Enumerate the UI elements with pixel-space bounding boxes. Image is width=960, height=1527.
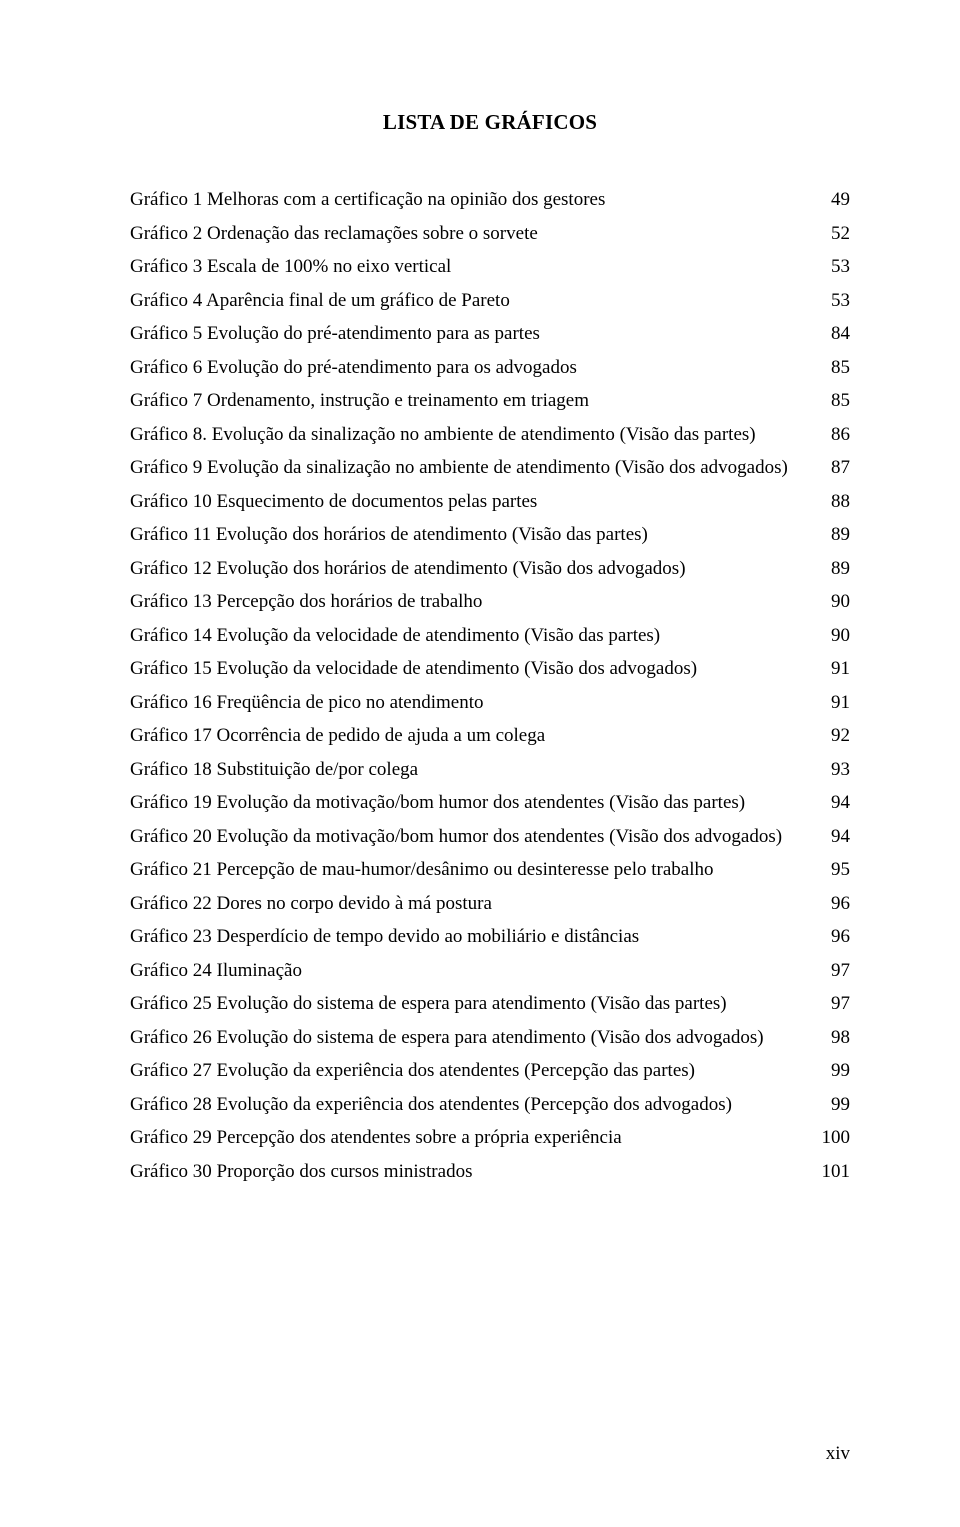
toc-entry-page: 96 <box>831 894 850 913</box>
toc-entry: Gráfico 23 Desperdício de tempo devido a… <box>130 927 850 946</box>
toc-entry: Gráfico 7 Ordenamento, instrução e trein… <box>130 391 850 410</box>
toc-entry: Gráfico 11 Evolução dos horários de aten… <box>130 525 850 544</box>
toc-entry: Gráfico 20 Evolução da motivação/bom hum… <box>130 827 850 846</box>
toc-entry: Gráfico 12 Evolução dos horários de aten… <box>130 559 850 578</box>
toc-entry-page: 94 <box>831 827 850 846</box>
toc-entry-page: 85 <box>831 358 850 377</box>
toc-entry-label: Gráfico 20 Evolução da motivação/bom hum… <box>130 827 782 846</box>
toc-entry-page: 91 <box>831 693 850 712</box>
toc-entry-page: 89 <box>831 559 850 578</box>
toc-entry-label: Gráfico 12 Evolução dos horários de aten… <box>130 559 686 578</box>
toc-entry-page: 92 <box>831 726 850 745</box>
toc-entry-label: Gráfico 28 Evolução da experiência dos a… <box>130 1095 732 1114</box>
toc-entry-label: Gráfico 13 Percepção dos horários de tra… <box>130 592 482 611</box>
toc-entry-label: Gráfico 11 Evolução dos horários de aten… <box>130 525 648 544</box>
toc-entry-page: 90 <box>831 592 850 611</box>
toc-entry-label: Gráfico 9 Evolução da sinalização no amb… <box>130 458 788 477</box>
toc-entry-page: 85 <box>831 391 850 410</box>
toc-entry: Gráfico 4 Aparência final de um gráfico … <box>130 291 850 310</box>
toc-entry-page: 100 <box>822 1128 851 1147</box>
toc-entry-page: 53 <box>831 291 850 310</box>
toc-entry: Gráfico 26 Evolução do sistema de espera… <box>130 1028 850 1047</box>
toc-entry: Gráfico 30 Proporção dos cursos ministra… <box>130 1162 850 1181</box>
toc-entry-page: 97 <box>831 961 850 980</box>
toc-entry: Gráfico 14 Evolução da velocidade de ate… <box>130 626 850 645</box>
toc-entry: Gráfico 9 Evolução da sinalização no amb… <box>130 458 850 477</box>
toc-entry-page: 53 <box>831 257 850 276</box>
toc-entry-label: Gráfico 8. Evolução da sinalização no am… <box>130 425 756 444</box>
toc-entry-label: Gráfico 15 Evolução da velocidade de ate… <box>130 659 697 678</box>
toc-entry-page: 101 <box>822 1162 851 1181</box>
toc-entry: Gráfico 28 Evolução da experiência dos a… <box>130 1095 850 1114</box>
toc-entry-page: 99 <box>831 1061 850 1080</box>
toc-entry-label: Gráfico 27 Evolução da experiência dos a… <box>130 1061 695 1080</box>
toc-entry-page: 90 <box>831 626 850 645</box>
toc-entry-page: 88 <box>831 492 850 511</box>
toc-entry-label: Gráfico 19 Evolução da motivação/bom hum… <box>130 793 745 812</box>
toc-entry-label: Gráfico 7 Ordenamento, instrução e trein… <box>130 391 589 410</box>
toc-entry-label: Gráfico 4 Aparência final de um gráfico … <box>130 291 510 310</box>
toc-entry-label: Gráfico 25 Evolução do sistema de espera… <box>130 994 727 1013</box>
toc-entry-label: Gráfico 16 Freqüência de pico no atendim… <box>130 693 484 712</box>
toc-entry-page: 91 <box>831 659 850 678</box>
toc-entry-label: Gráfico 5 Evolução do pré-atendimento pa… <box>130 324 540 343</box>
toc-entry: Gráfico 21 Percepção de mau-humor/desâni… <box>130 860 850 879</box>
toc-entry-page: 87 <box>831 458 850 477</box>
toc-entry-page: 49 <box>831 190 850 209</box>
toc-entry-label: Gráfico 30 Proporção dos cursos ministra… <box>130 1162 472 1181</box>
toc-entries: Gráfico 1 Melhoras com a certificação na… <box>130 190 850 1181</box>
toc-entry: Gráfico 10 Esquecimento de documentos pe… <box>130 492 850 511</box>
toc-entry-page: 99 <box>831 1095 850 1114</box>
toc-entry: Gráfico 22 Dores no corpo devido à má po… <box>130 894 850 913</box>
toc-entry: Gráfico 18 Substituição de/por colega 93 <box>130 760 850 779</box>
toc-entry-label: Gráfico 2 Ordenação das reclamações sobr… <box>130 224 538 243</box>
toc-entry: Gráfico 29 Percepção dos atendentes sobr… <box>130 1128 850 1147</box>
toc-entry-label: Gráfico 24 Iluminação <box>130 961 302 980</box>
toc-entry: Gráfico 8. Evolução da sinalização no am… <box>130 425 850 444</box>
toc-entry: Gráfico 15 Evolução da velocidade de ate… <box>130 659 850 678</box>
toc-entry: Gráfico 2 Ordenação das reclamações sobr… <box>130 224 850 243</box>
toc-entry: Gráfico 3 Escala de 100% no eixo vertica… <box>130 257 850 276</box>
toc-entry: Gráfico 27 Evolução da experiência dos a… <box>130 1061 850 1080</box>
toc-entry-page: 86 <box>831 425 850 444</box>
toc-entry: Gráfico 24 Iluminação 97 <box>130 961 850 980</box>
page-number-footer: xiv <box>826 1443 850 1465</box>
toc-entry-label: Gráfico 21 Percepção de mau-humor/desâni… <box>130 860 714 879</box>
toc-entry-label: Gráfico 6 Evolução do pré-atendimento pa… <box>130 358 577 377</box>
toc-entry-label: Gráfico 26 Evolução do sistema de espera… <box>130 1028 764 1047</box>
toc-entry: Gráfico 13 Percepção dos horários de tra… <box>130 592 850 611</box>
toc-entry-page: 93 <box>831 760 850 779</box>
page-title: LISTA DE GRÁFICOS <box>130 110 850 135</box>
toc-entry-page: 89 <box>831 525 850 544</box>
toc-entry: Gráfico 5 Evolução do pré-atendimento pa… <box>130 324 850 343</box>
toc-entry-label: Gráfico 10 Esquecimento de documentos pe… <box>130 492 537 511</box>
toc-entry-label: Gráfico 22 Dores no corpo devido à má po… <box>130 894 492 913</box>
toc-entry-label: Gráfico 17 Ocorrência de pedido de ajuda… <box>130 726 545 745</box>
toc-entry-page: 95 <box>831 860 850 879</box>
toc-entry: Gráfico 6 Evolução do pré-atendimento pa… <box>130 358 850 377</box>
toc-entry-label: Gráfico 29 Percepção dos atendentes sobr… <box>130 1128 622 1147</box>
toc-entry: Gráfico 16 Freqüência de pico no atendim… <box>130 693 850 712</box>
toc-entry: Gráfico 25 Evolução do sistema de espera… <box>130 994 850 1013</box>
toc-entry-page: 84 <box>831 324 850 343</box>
toc-entry-page: 52 <box>831 224 850 243</box>
toc-entry: Gráfico 1 Melhoras com a certificação na… <box>130 190 850 209</box>
toc-entry: Gráfico 17 Ocorrência de pedido de ajuda… <box>130 726 850 745</box>
toc-entry-page: 96 <box>831 927 850 946</box>
toc-entry-label: Gráfico 14 Evolução da velocidade de ate… <box>130 626 660 645</box>
toc-entry-label: Gráfico 23 Desperdício de tempo devido a… <box>130 927 639 946</box>
toc-entry-page: 97 <box>831 994 850 1013</box>
page: LISTA DE GRÁFICOS Gráfico 1 Melhoras com… <box>0 0 960 1527</box>
toc-entry-label: Gráfico 1 Melhoras com a certificação na… <box>130 190 605 209</box>
toc-entry-page: 98 <box>831 1028 850 1047</box>
toc-entry: Gráfico 19 Evolução da motivação/bom hum… <box>130 793 850 812</box>
toc-entry-page: 94 <box>831 793 850 812</box>
toc-entry-label: Gráfico 3 Escala de 100% no eixo vertica… <box>130 257 451 276</box>
toc-entry-label: Gráfico 18 Substituição de/por colega <box>130 760 418 779</box>
